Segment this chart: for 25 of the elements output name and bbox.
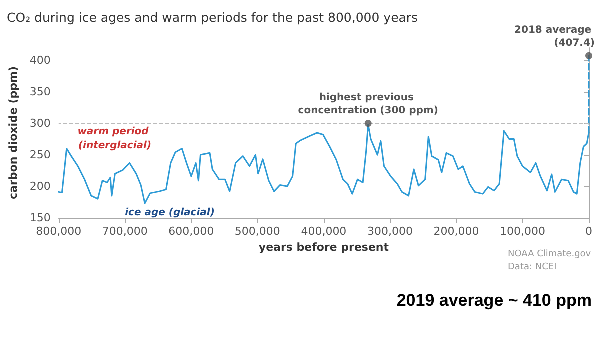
y-tick-label: 250 xyxy=(30,148,51,162)
x-tick-label: 800,000 xyxy=(36,225,82,238)
x-tick-label: 600,000 xyxy=(168,225,214,238)
x-tick-label: 200,000 xyxy=(434,225,480,238)
x-tick-label: 700,000 xyxy=(102,225,148,238)
y-axis-title: carbon dioxide (ppm) xyxy=(7,66,20,200)
y-tick-label: 150 xyxy=(30,212,51,224)
annotation: warm period (interglacial) xyxy=(78,126,152,152)
x-tick-label: 0 xyxy=(586,225,592,238)
x-axis-title: years before present xyxy=(258,241,390,254)
annotation: ice age (glacial) xyxy=(125,208,215,218)
annotation: highest previous concentration (300 ppm) xyxy=(298,92,438,117)
text: Data: NCEI xyxy=(508,262,557,272)
text: NOAA Climate.gov xyxy=(508,250,592,260)
x-tick-label: 400,000 xyxy=(301,225,347,238)
y-tick-label: 300 xyxy=(30,117,51,130)
y-tick-label: 350 xyxy=(30,86,51,99)
x-tick-label: 100,000 xyxy=(500,225,546,238)
y-tick-label: 200 xyxy=(30,180,51,194)
y-tick-label: 400 xyxy=(30,54,51,68)
text: 2019 average ~ 410 ppm xyxy=(396,291,592,310)
chart-title: CO₂ during ice ages and warm periods for the past 800,000 years xyxy=(7,10,418,25)
annotation: 2018 average (407.4) xyxy=(514,24,595,49)
x-tick-label: 500,000 xyxy=(234,225,280,238)
x-tick-label: 300,000 xyxy=(367,225,413,238)
